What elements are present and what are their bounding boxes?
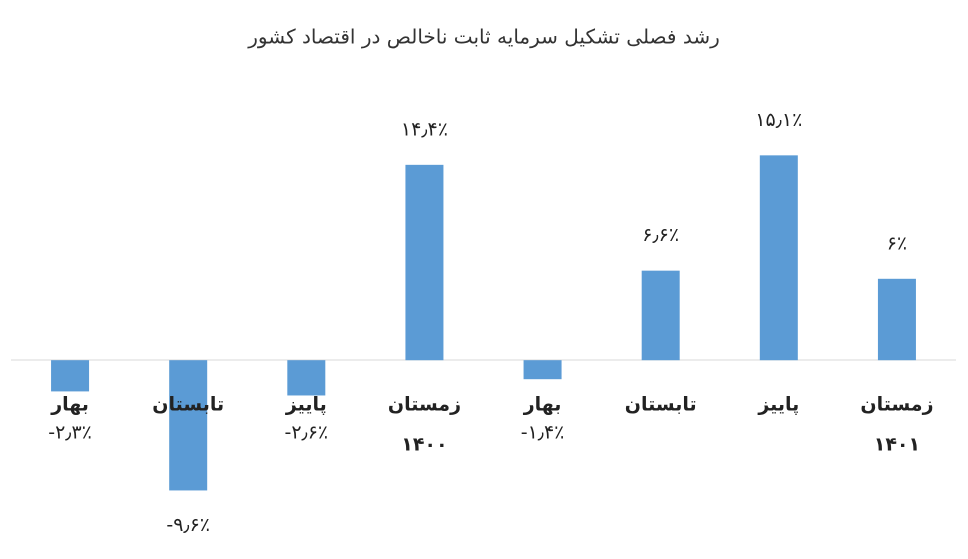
x-tick-label: پاییز — [285, 394, 327, 416]
data-label: -۹٫۶٪ — [166, 514, 210, 536]
bar — [405, 164, 444, 361]
bar — [523, 360, 562, 380]
data-label: -۲٫۶٪ — [284, 422, 328, 444]
data-label: ۱۴٫۴٪ — [401, 118, 448, 140]
bar — [641, 270, 680, 361]
data-label: -۲٫۳٪ — [48, 422, 92, 444]
bar — [287, 360, 326, 396]
bar — [169, 360, 208, 491]
data-label: ۱۵٫۱٪ — [755, 109, 802, 131]
bar — [759, 155, 798, 361]
x-tick-label: تابستان — [152, 394, 224, 416]
x-tick-label: زمستان — [860, 394, 933, 416]
chart-title: رشد فصلی تشکیل سرمایه ثابت ناخالص در اقت… — [247, 25, 719, 49]
bar — [51, 360, 90, 392]
data-label: -۱٫۴٪ — [521, 422, 565, 444]
data-label: ۶٫۶٪ — [642, 224, 679, 246]
x-tick-label: بهار — [50, 394, 89, 416]
x-tick-label: زمستان — [388, 394, 461, 416]
bar — [877, 278, 916, 361]
x-tick-label: بهار — [523, 394, 562, 416]
year-label: ۱۴۰۰ — [401, 434, 447, 456]
data-label: ۶٪ — [887, 232, 907, 254]
x-tick-label: پاییز — [757, 394, 799, 416]
year-label: ۱۴۰۱ — [874, 434, 920, 456]
x-tick-label: تابستان — [625, 394, 697, 416]
